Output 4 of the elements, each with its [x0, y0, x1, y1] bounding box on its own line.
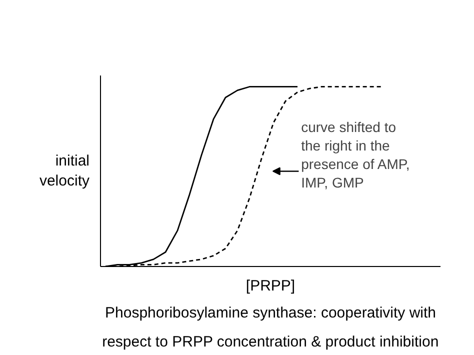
annotation: curve shifted to the right in the presence of AMP, IMP, GMP — [301, 119, 410, 190]
x-axis-title: [PRPP] — [246, 278, 296, 294]
text: Phosphoribosylamine synthase: cooperativity with respect to PRPP concentration & product inhibition — [102, 304, 439, 350]
y-axis-title: initial velocity — [39, 152, 90, 190]
